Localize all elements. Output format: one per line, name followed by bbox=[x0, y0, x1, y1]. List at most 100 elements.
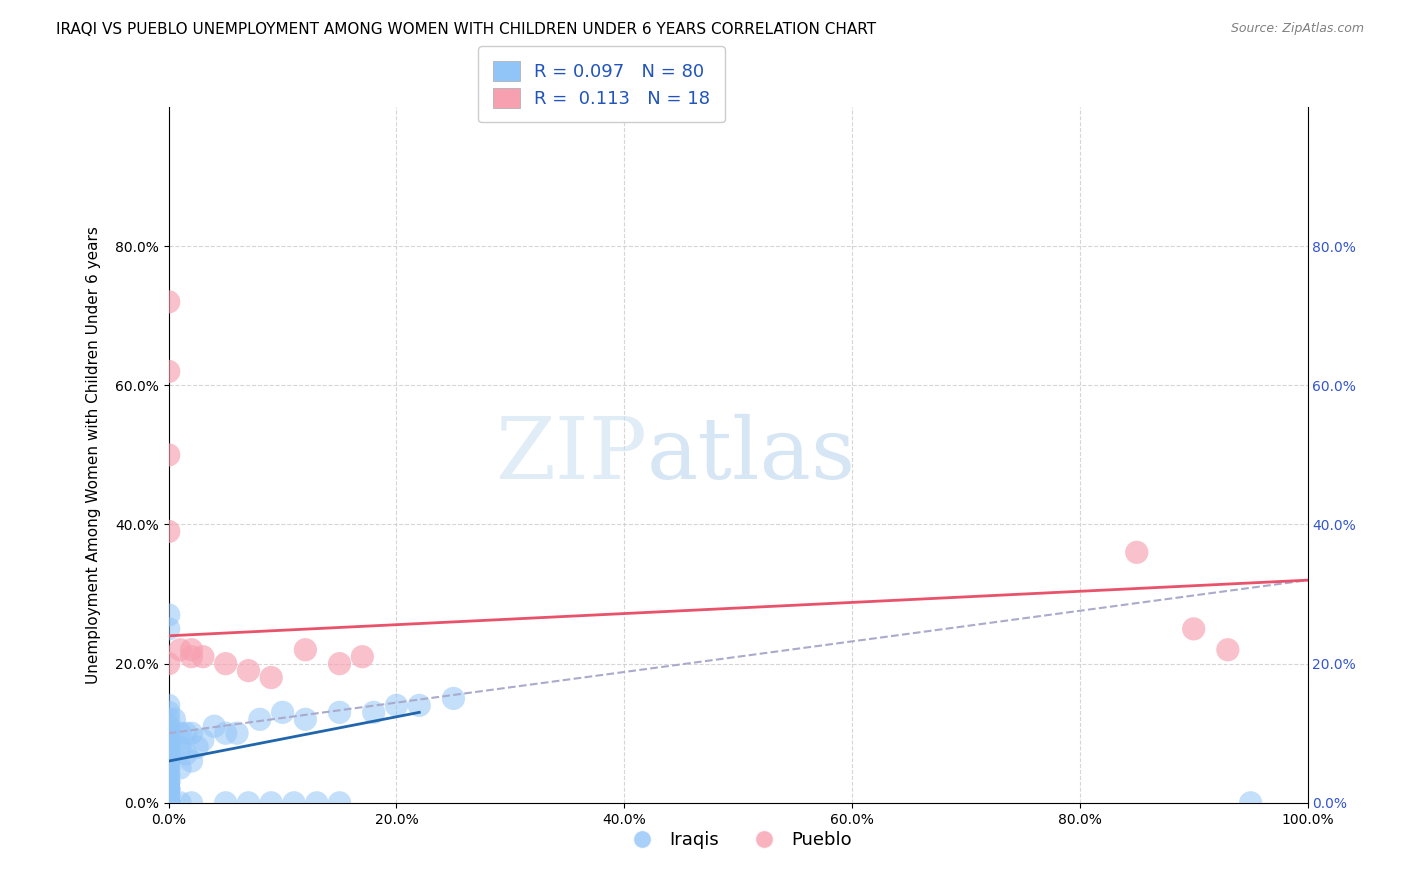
Point bbox=[238, 796, 260, 810]
Point bbox=[174, 726, 197, 740]
Point bbox=[191, 649, 214, 664]
Point bbox=[157, 796, 180, 810]
Text: Source: ZipAtlas.com: Source: ZipAtlas.com bbox=[1230, 22, 1364, 36]
Point bbox=[157, 733, 180, 747]
Point bbox=[169, 761, 191, 775]
Point bbox=[385, 698, 408, 713]
Point bbox=[294, 712, 316, 726]
Point bbox=[157, 726, 180, 740]
Point bbox=[352, 649, 374, 664]
Point bbox=[238, 664, 260, 678]
Point bbox=[214, 796, 236, 810]
Point bbox=[443, 691, 465, 706]
Point bbox=[157, 719, 180, 733]
Point bbox=[260, 796, 283, 810]
Point bbox=[1216, 642, 1239, 657]
Point bbox=[163, 740, 186, 755]
Point bbox=[157, 796, 180, 810]
Point bbox=[157, 364, 180, 378]
Point bbox=[157, 712, 180, 726]
Point bbox=[157, 761, 180, 775]
Point bbox=[214, 657, 236, 671]
Point bbox=[157, 796, 180, 810]
Point bbox=[157, 294, 180, 309]
Point bbox=[157, 796, 180, 810]
Point bbox=[157, 775, 180, 789]
Point bbox=[157, 796, 180, 810]
Point bbox=[157, 796, 180, 810]
Point bbox=[157, 796, 180, 810]
Point bbox=[157, 768, 180, 782]
Point bbox=[408, 698, 430, 713]
Point bbox=[249, 712, 271, 726]
Point bbox=[157, 796, 180, 810]
Point bbox=[157, 698, 180, 713]
Point bbox=[214, 726, 236, 740]
Point bbox=[271, 706, 294, 720]
Point bbox=[157, 747, 180, 761]
Point bbox=[1240, 796, 1263, 810]
Point bbox=[157, 796, 180, 810]
Point bbox=[157, 781, 180, 796]
Point bbox=[1125, 545, 1147, 559]
Point bbox=[157, 706, 180, 720]
Point bbox=[157, 796, 180, 810]
Point bbox=[191, 733, 214, 747]
Point bbox=[157, 796, 180, 810]
Text: ZIP: ZIP bbox=[495, 413, 647, 497]
Point bbox=[169, 642, 191, 657]
Point bbox=[157, 754, 180, 768]
Point bbox=[294, 642, 316, 657]
Point bbox=[180, 642, 202, 657]
Point bbox=[157, 789, 180, 803]
Point bbox=[157, 657, 180, 671]
Point bbox=[157, 754, 180, 768]
Point bbox=[163, 712, 186, 726]
Point bbox=[328, 657, 352, 671]
Point bbox=[157, 796, 180, 810]
Point bbox=[157, 719, 180, 733]
Point bbox=[157, 524, 180, 539]
Text: IRAQI VS PUEBLO UNEMPLOYMENT AMONG WOMEN WITH CHILDREN UNDER 6 YEARS CORRELATION: IRAQI VS PUEBLO UNEMPLOYMENT AMONG WOMEN… bbox=[56, 22, 876, 37]
Point bbox=[260, 671, 283, 685]
Point bbox=[186, 740, 208, 755]
Point bbox=[174, 747, 197, 761]
Point bbox=[226, 726, 249, 740]
Text: atlas: atlas bbox=[647, 413, 856, 497]
Point bbox=[169, 796, 191, 810]
Point bbox=[202, 719, 225, 733]
Point bbox=[157, 796, 180, 810]
Point bbox=[157, 448, 180, 462]
Point bbox=[157, 740, 180, 755]
Point bbox=[157, 607, 180, 622]
Point bbox=[180, 649, 202, 664]
Point bbox=[328, 796, 352, 810]
Point bbox=[157, 781, 180, 796]
Point bbox=[157, 733, 180, 747]
Legend: Iraqis, Pueblo: Iraqis, Pueblo bbox=[617, 824, 859, 856]
Point bbox=[169, 740, 191, 755]
Point bbox=[157, 726, 180, 740]
Point bbox=[180, 796, 202, 810]
Point bbox=[169, 726, 191, 740]
Point bbox=[157, 781, 180, 796]
Point bbox=[1182, 622, 1205, 636]
Point bbox=[157, 740, 180, 755]
Point bbox=[157, 775, 180, 789]
Y-axis label: Unemployment Among Women with Children Under 6 years: Unemployment Among Women with Children U… bbox=[86, 226, 101, 684]
Point bbox=[363, 706, 385, 720]
Point bbox=[328, 706, 352, 720]
Point bbox=[157, 775, 180, 789]
Point bbox=[283, 796, 305, 810]
Point bbox=[157, 796, 180, 810]
Point bbox=[157, 768, 180, 782]
Point bbox=[157, 789, 180, 803]
Point bbox=[157, 781, 180, 796]
Point bbox=[157, 789, 180, 803]
Point bbox=[157, 796, 180, 810]
Point bbox=[157, 747, 180, 761]
Point bbox=[180, 726, 202, 740]
Point bbox=[157, 761, 180, 775]
Point bbox=[180, 754, 202, 768]
Point bbox=[157, 622, 180, 636]
